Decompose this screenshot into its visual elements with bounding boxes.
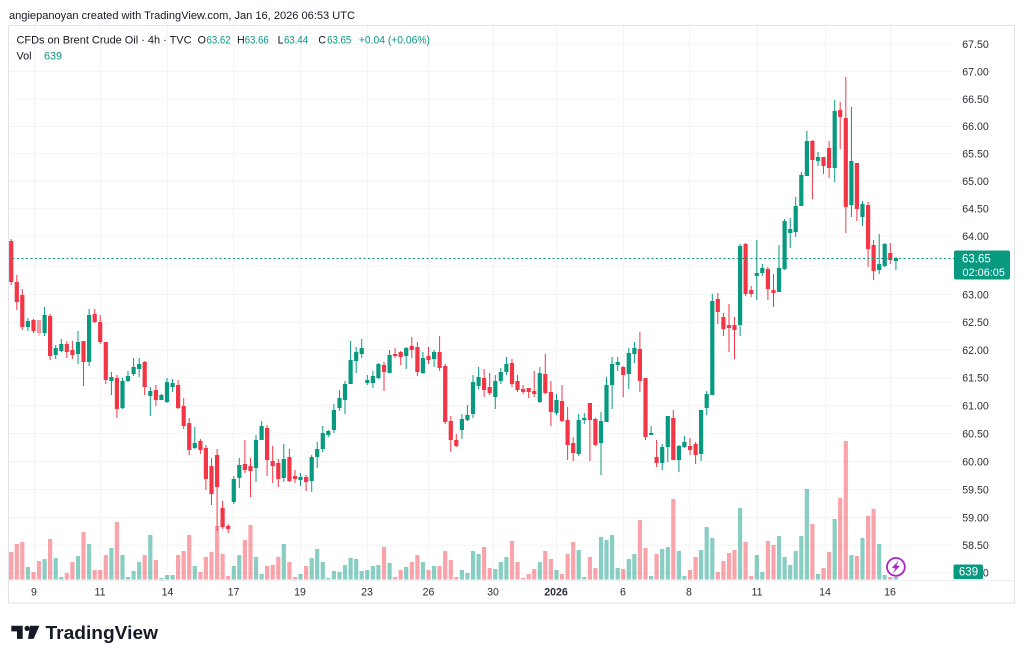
svg-text:67.50: 67.50 (962, 39, 989, 51)
svg-text:9: 9 (31, 586, 37, 598)
svg-text:63.44: 63.44 (284, 35, 308, 47)
svg-text:639: 639 (44, 51, 62, 63)
svg-text:59.00: 59.00 (962, 512, 989, 524)
svg-text:63.00: 63.00 (962, 289, 989, 301)
svg-text:19: 19 (294, 586, 306, 598)
svg-text:59.50: 59.50 (962, 484, 989, 496)
svg-text:61.00: 61.00 (962, 401, 989, 413)
svg-text:62.00: 62.00 (962, 345, 989, 357)
svg-text:60.50: 60.50 (962, 428, 989, 440)
svg-text:66.50: 66.50 (962, 94, 989, 106)
svg-text:63.65: 63.65 (962, 254, 991, 266)
svg-text:58.50: 58.50 (962, 540, 989, 552)
svg-text:CFDs on Brent Crude Oil · 4h ·: CFDs on Brent Crude Oil · 4h · TVC (17, 35, 192, 47)
svg-text:639: 639 (959, 566, 978, 578)
svg-text:O: O (198, 35, 206, 47)
svg-text:11: 11 (95, 586, 106, 598)
svg-text:26: 26 (423, 586, 435, 598)
svg-text:C: C (318, 35, 326, 47)
svg-text:TradingView: TradingView (46, 622, 159, 643)
svg-text:60.00: 60.00 (962, 456, 989, 468)
svg-text:64.50: 64.50 (962, 203, 989, 215)
svg-text:61.50: 61.50 (962, 373, 989, 385)
svg-text:62.50: 62.50 (962, 317, 989, 329)
svg-text:65.00: 65.00 (962, 176, 989, 188)
svg-text:L: L (278, 35, 284, 47)
svg-text:63.66: 63.66 (245, 35, 269, 47)
svg-text:angiepanoyan created with Trad: angiepanoyan created with TradingView.co… (9, 10, 355, 22)
svg-text:+0.04 (+0.06%): +0.04 (+0.06%) (359, 35, 430, 47)
svg-text:16: 16 (884, 586, 896, 598)
svg-text:67.00: 67.00 (962, 66, 989, 78)
svg-text:11: 11 (752, 586, 763, 598)
svg-text:66.00: 66.00 (962, 121, 989, 133)
svg-text:Vol: Vol (17, 51, 32, 63)
svg-text:63.65: 63.65 (327, 35, 351, 47)
svg-text:14: 14 (819, 586, 831, 598)
svg-text:30: 30 (487, 586, 499, 598)
svg-text:H: H (237, 35, 245, 47)
svg-text:64.00: 64.00 (962, 231, 989, 243)
svg-text:2026: 2026 (544, 586, 568, 598)
svg-text:17: 17 (228, 586, 240, 598)
svg-text:23: 23 (361, 586, 373, 598)
svg-text:63.62: 63.62 (207, 35, 231, 47)
svg-text:14: 14 (162, 586, 174, 598)
svg-text:02:06:05: 02:06:05 (963, 267, 1005, 279)
svg-text:65.50: 65.50 (962, 149, 989, 161)
svg-text:8: 8 (686, 586, 692, 598)
svg-text:6: 6 (620, 586, 626, 598)
